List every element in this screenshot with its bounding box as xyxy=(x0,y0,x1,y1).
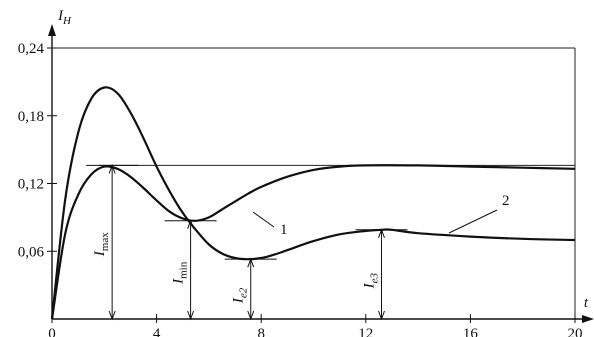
y-tick-label: 0,18 xyxy=(18,109,44,125)
x-tick-label: 20 xyxy=(568,326,583,337)
x-axis-arrow xyxy=(582,315,594,323)
x-tick-label: 0 xyxy=(48,326,56,337)
x-axis-title: t xyxy=(584,295,589,311)
x-tick-label: 16 xyxy=(463,326,479,337)
dimension-label-min: Imin xyxy=(171,261,190,285)
x-tick-label: 12 xyxy=(358,326,373,337)
series-lines xyxy=(50,86,576,320)
curve-label-leader xyxy=(252,211,275,228)
dimension-arrow-bottom xyxy=(187,310,195,321)
plot-frame xyxy=(48,24,594,323)
curve-label-2: 2 xyxy=(502,193,510,209)
series-line-2 xyxy=(50,86,576,320)
axis-ticks xyxy=(47,47,576,323)
y-tick-label: 0,24 xyxy=(18,41,45,57)
dimension-label-max: Imax xyxy=(92,232,111,257)
curve-label-1: 1 xyxy=(280,222,288,238)
dimension-arrow-bottom xyxy=(108,310,116,321)
y-tick-label: 0,06 xyxy=(18,244,45,260)
x-tick-label: 8 xyxy=(257,326,265,337)
curve-label-leader xyxy=(448,209,498,234)
x-tick-label: 4 xyxy=(153,326,161,337)
dimension-label-e2: Ie2 xyxy=(231,287,250,304)
dimension-arrow-bottom xyxy=(378,310,385,321)
dimension-label-e3: Ie3 xyxy=(361,273,380,290)
y-tick-label: 0,12 xyxy=(18,177,44,193)
y-axis-title: IH xyxy=(57,8,72,27)
y-axis-arrow xyxy=(48,24,56,36)
annotations xyxy=(86,164,498,321)
series-line-1 xyxy=(50,164,576,320)
dimension-arrow-bottom xyxy=(247,310,255,321)
